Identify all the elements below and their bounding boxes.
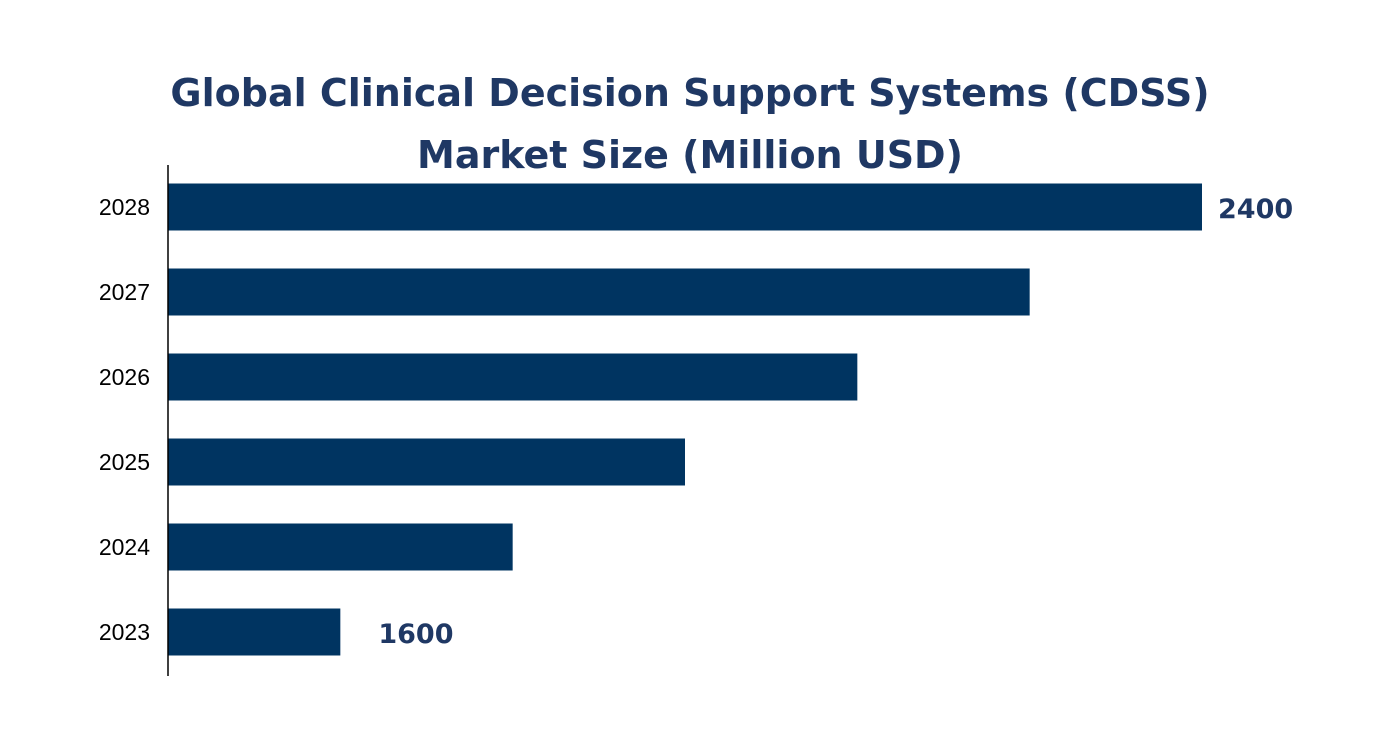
bar-2026: [168, 353, 858, 401]
bar-2025: [168, 438, 685, 486]
bar-2023: [168, 608, 341, 656]
chart-title-line-2: Market Size (Million USD): [417, 133, 963, 177]
chart-title: Global Clinical Decision Support Systems…: [0, 62, 1380, 186]
bar-2027: [168, 268, 1030, 316]
data-label-2023: 1600: [378, 619, 453, 650]
y-tick-label-2028: 2028: [99, 194, 150, 220]
y-tick-label-2027: 2027: [99, 279, 150, 305]
y-tick-label-2025: 2025: [99, 449, 150, 475]
y-tick-label-2024: 2024: [99, 534, 150, 560]
y-tick-label-2023: 2023: [99, 619, 150, 645]
chart-title-line-1: Global Clinical Decision Support Systems…: [170, 71, 1210, 115]
bar-2024: [168, 523, 513, 571]
y-tick-label-2026: 2026: [99, 364, 150, 390]
data-label-2028: 2400: [1218, 194, 1293, 225]
bar-2028: [168, 183, 1202, 231]
